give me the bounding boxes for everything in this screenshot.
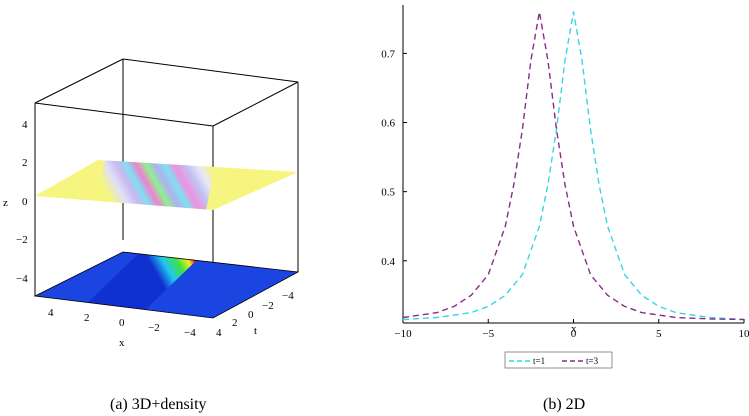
- t-axis-label: t: [254, 325, 257, 337]
- x-axis-label: x: [571, 323, 577, 335]
- z-tick: 2: [22, 157, 28, 169]
- z-axis: 4 2 0 −2 −4 z: [3, 119, 36, 296]
- y-ticks: 0.4 0.5 0.6 0.7: [381, 48, 407, 268]
- x-tick-label: −5: [482, 328, 494, 340]
- plot-axes: [402, 5, 744, 324]
- t-tick: 0: [248, 309, 254, 321]
- x-ticks: −10 −5 0 5 10: [394, 319, 749, 340]
- series-lines: [402, 11, 745, 321]
- caption-right: (b) 2D: [543, 396, 585, 413]
- plot-3d: 4 2 0 −2 −4 z 4 2 0 −2 −4 x −4 −2 0 2 4 …: [3, 58, 300, 349]
- legend-label-t1: t=1: [533, 356, 545, 366]
- y-tick-label: 0.7: [381, 48, 395, 60]
- x-tick-label: −10: [394, 328, 412, 340]
- x-axis: 4 2 0 −2 −4 x: [48, 307, 196, 349]
- surface: [35, 160, 298, 210]
- x-tick: −2: [148, 322, 160, 334]
- x-tick-label: 10: [739, 328, 749, 340]
- t-axis: −4 −2 0 2 4 t: [216, 290, 294, 339]
- t-tick: 4: [216, 327, 222, 339]
- z-tick: 4: [22, 119, 28, 131]
- plot-2d: 0.4 0.5 0.6 0.7 −10 −5 0 5 10 x t=1 t=3: [381, 5, 749, 369]
- x-tick-label: 0: [571, 328, 577, 340]
- z-axis-label: z: [3, 197, 8, 209]
- t-tick: −2: [262, 300, 274, 312]
- x-tick-label: 5: [656, 328, 662, 340]
- series-line-t3: [402, 11, 745, 321]
- t-tick: −4: [282, 290, 294, 302]
- y-tick-label: 0.5: [381, 187, 395, 199]
- z-tick: −4: [16, 273, 28, 285]
- y-tick-label: 0.6: [381, 118, 395, 130]
- z-tick: −2: [16, 234, 28, 246]
- x-tick: 4: [48, 307, 54, 319]
- x-tick: 0: [119, 317, 125, 329]
- caption-left: (a) 3D+density: [110, 396, 207, 413]
- x-tick: 2: [84, 312, 90, 324]
- x-axis-label: x: [119, 337, 125, 349]
- y-tick-label: 0.4: [381, 256, 395, 268]
- x-tick: −4: [184, 327, 196, 339]
- density-plane: [33, 251, 300, 319]
- legend-label-t3: t=3: [586, 356, 599, 366]
- t-tick: 2: [232, 317, 238, 329]
- z-tick: 0: [22, 196, 28, 208]
- series-line-t1: [402, 11, 745, 321]
- legend: t=1 t=3: [504, 351, 613, 369]
